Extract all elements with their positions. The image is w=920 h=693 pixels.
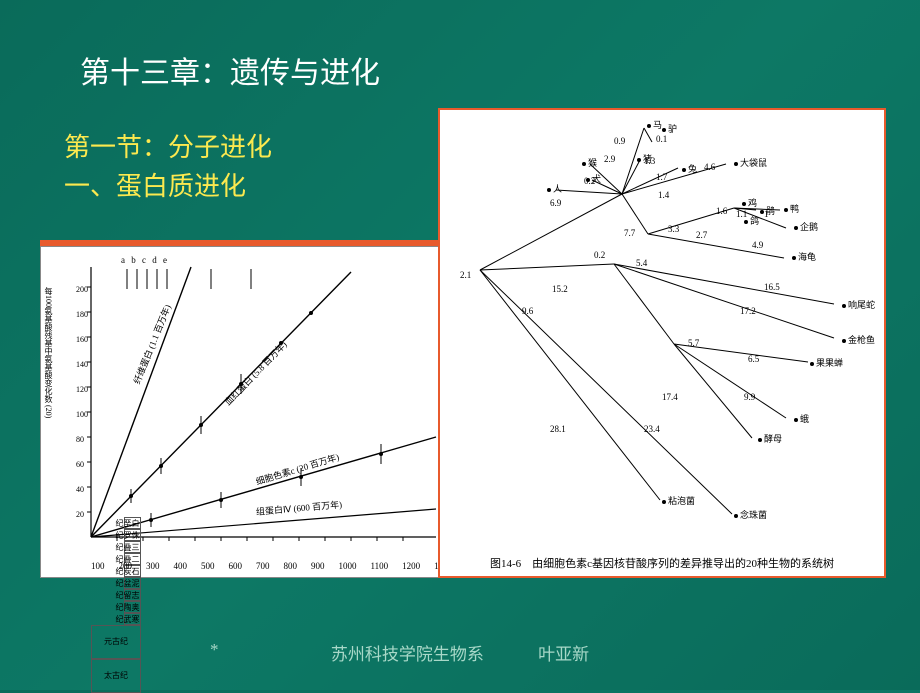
branch-length: 4.9 bbox=[752, 240, 763, 250]
period-label: 侏罗纪 bbox=[124, 529, 141, 541]
figure-right-phylo-tree: 马驴猪兔大袋鼠猴人犬鸡鹃鸽鸭企鹅海龟响尾蛇金枪鱼果果蝉蛾酵母粘泡菌念珠菌 0.9… bbox=[444, 114, 880, 572]
branch-length: 2.1 bbox=[460, 270, 471, 280]
period-label: 三叠纪 bbox=[124, 541, 141, 553]
y-axis-label: 每100氨基酸残基中氨基酸变化数 (20) bbox=[43, 287, 53, 507]
tree-tip: 大袋鼠 bbox=[734, 156, 767, 169]
tree-tip: 猴 bbox=[582, 156, 597, 169]
branch-length: 0.1 bbox=[656, 134, 667, 144]
branch-length: 15.2 bbox=[552, 284, 568, 294]
branch-length: 1.3 bbox=[644, 156, 655, 166]
branch-length: 7.7 bbox=[624, 228, 635, 238]
footer-star: * bbox=[210, 640, 219, 660]
tree-tip: 企鹅 bbox=[794, 220, 818, 233]
period-label: 泥盆纪 bbox=[124, 577, 141, 589]
branch-length: 23.4 bbox=[644, 424, 660, 434]
branch-length: 9.6 bbox=[522, 306, 533, 316]
branch-length: 1.1 bbox=[736, 209, 747, 219]
branch-length: 2.9 bbox=[604, 154, 615, 164]
tree-tip: 马 bbox=[647, 118, 662, 131]
branch-length: 5.4 bbox=[636, 258, 647, 268]
branch-length: 28.1 bbox=[550, 424, 566, 434]
period-label: 志留纪 bbox=[124, 589, 141, 601]
branch-length: 5.7 bbox=[688, 338, 699, 348]
branch-length: 6.9 bbox=[550, 198, 561, 208]
figure-caption: 图14-6 由细胞色素c基因核苷酸序列的差异推导出的20种生物的系统树 bbox=[444, 555, 880, 571]
branch-length: 0.2 bbox=[584, 176, 595, 186]
branch-length: 0.9 bbox=[614, 136, 625, 146]
section-title: 第一节：分子进化 一、蛋白质进化 bbox=[64, 128, 272, 206]
period-label: 白垩纪 bbox=[124, 517, 141, 529]
tree-tip: 兔 bbox=[682, 162, 697, 175]
footer-institution: 苏州科技学院生物系 bbox=[331, 640, 484, 665]
branch-length: 3.3 bbox=[668, 224, 679, 234]
section-line-2: 一、蛋白质进化 bbox=[64, 172, 246, 201]
tree-tip: 响尾蛇 bbox=[842, 298, 875, 311]
x-axis-ticks: 1002003004005006007008009001000110012001… bbox=[91, 561, 452, 571]
branch-length: 2.7 bbox=[696, 230, 707, 240]
branch-length: 1.6 bbox=[716, 206, 727, 216]
tree-tip: 果果蝉 bbox=[810, 356, 843, 369]
section-line-1: 第一节：分子进化 bbox=[64, 133, 272, 162]
tree-tip: 蛾 bbox=[794, 412, 809, 425]
tree-tip: 鸭 bbox=[784, 202, 799, 215]
top-marker-labels: a b c d e bbox=[121, 255, 169, 265]
tree-tip: 鸡 bbox=[742, 196, 757, 209]
tree-tip: 人 bbox=[547, 182, 562, 195]
chapter-title: 第十三章：遗传与进化 bbox=[80, 48, 380, 92]
figure-left-divergence-chart: a b c d e 每100氨基酸残基中氨基酸变化数 (20) 20 40 60… bbox=[40, 246, 445, 578]
tree-tip: 念珠菌 bbox=[734, 508, 767, 521]
branch-length: 1 bbox=[764, 209, 769, 219]
tree-tip: 海龟 bbox=[792, 250, 816, 263]
tree-tip: 酵母 bbox=[758, 432, 782, 445]
branch-length: 1.7 bbox=[656, 172, 667, 182]
branch-length: 1.4 bbox=[658, 190, 669, 200]
period-label: 奥陶纪 bbox=[124, 601, 141, 613]
figure-right-frame: 马驴猪兔大袋鼠猴人犬鸡鹃鸽鸭企鹅海龟响尾蛇金枪鱼果果蝉蛾酵母粘泡菌念珠菌 0.9… bbox=[438, 108, 886, 578]
branch-length: 6.5 bbox=[748, 354, 759, 364]
geological-periods: 白垩纪侏罗纪三叠纪二叠纪石炭纪泥盆纪志留纪奥陶纪寒武纪元古纪太古纪 bbox=[91, 517, 141, 553]
branch-length: 0.2 bbox=[594, 250, 605, 260]
footer: * 苏州科技学院生物系 叶亚新 bbox=[0, 640, 920, 665]
tree-tip: 粘泡菌 bbox=[662, 494, 695, 507]
period-label: 寒武纪 bbox=[124, 613, 141, 625]
branch-length: 17.4 bbox=[662, 392, 678, 402]
footer-author: 叶亚新 bbox=[538, 640, 589, 665]
branch-length: 4.6 bbox=[704, 162, 715, 172]
branch-length: 17.2 bbox=[740, 306, 756, 316]
branch-length: 9.9 bbox=[744, 392, 755, 402]
tree-tip: 金枪鱼 bbox=[842, 333, 875, 346]
branch-length: 16.5 bbox=[764, 282, 780, 292]
